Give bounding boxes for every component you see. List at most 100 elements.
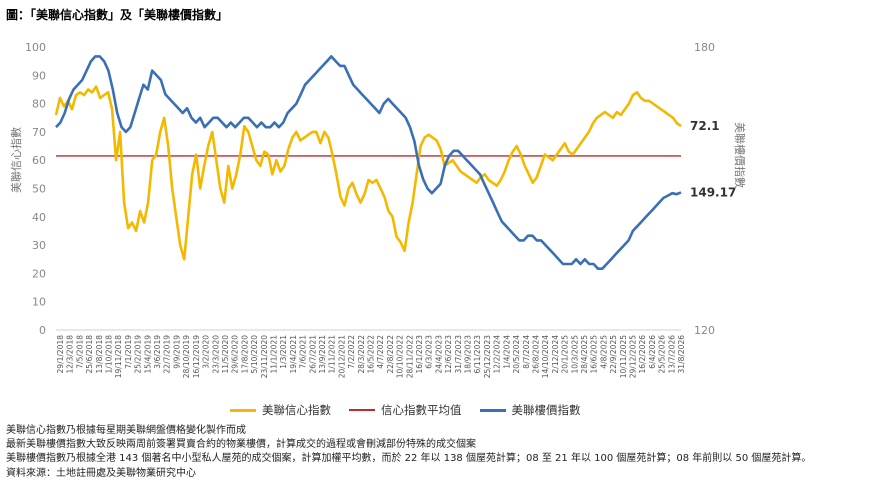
figure-title: 圖：「美聯信心指數」及「美聯樓價指數」: [6, 8, 229, 22]
left-axis-title: 美聯信心指數: [9, 127, 23, 193]
x-tick-label: 16/6/2025: [590, 335, 599, 374]
x-tick-label: 5/10/2020: [250, 335, 259, 374]
x-tick-label: 20/1/2025: [561, 335, 570, 374]
x-tick-label: 28/11/2022: [405, 335, 414, 378]
chart-legend: 美聯信心指數 信心指數平均值 美聯樓價指數: [230, 402, 581, 418]
x-tick-label: 23/3/2020: [211, 335, 220, 374]
x-tick-label: 25/6/2018: [85, 335, 94, 374]
legend-swatch-average: [349, 409, 375, 411]
footnote-line: 美聯信心指數乃根據每星期美聯網盤價格變化製作而成: [6, 425, 246, 436]
x-tick-label: 1/3/2021: [279, 335, 288, 369]
left-tick-label: 10: [32, 296, 46, 309]
x-tick-label: 3/6/2019: [153, 335, 162, 369]
x-tick-label: 28/3/2022: [357, 335, 366, 374]
legend-item-confidence: 美聯信心指數: [230, 402, 331, 418]
x-tick-label: 20/5/2024: [512, 335, 521, 374]
x-tick-label: 1/4/2024: [502, 335, 511, 369]
x-tick-label: 31/8/2026: [677, 335, 686, 374]
x-tick-label: 11/1/2021: [269, 335, 278, 374]
left-tick-label: 90: [32, 69, 46, 82]
x-tick-label: 13/9/2021: [318, 335, 327, 374]
x-tick-label: 22/8/2022: [386, 335, 395, 374]
x-tick-label: 22/7/2019: [163, 335, 172, 374]
x-tick-label: 12/6/2023: [444, 335, 453, 374]
left-tick-label: 80: [32, 98, 46, 111]
x-tick-label: 10/10/2022: [396, 335, 405, 378]
footnotes: 美聯信心指數乃根據每星期美聯網盤價格變化製作而成 最新美聯樓價指數大致反映兩周前…: [6, 424, 884, 481]
x-tick-label: 24/4/2023: [434, 335, 443, 374]
footnote-line: 最新美聯樓價指數大致反映兩周前簽署買賣合約的物業樓價，計算成交的過程或會刪減部份…: [6, 439, 476, 451]
x-tick-label: 7/5/2018: [75, 335, 84, 369]
legend-label-price: 美聯樓價指數: [511, 403, 581, 417]
x-tick-label: 19/4/2021: [289, 335, 298, 374]
x-tick-label: 10/11/2025: [619, 335, 628, 378]
left-axis-ticks: 0 10 20 30 40 50 60 70 80 90 100: [25, 41, 46, 337]
x-tick-label: 28/10/2019: [182, 335, 191, 378]
x-tick-label: 29/12/2025: [628, 335, 637, 378]
x-tick-label: 18/9/2023: [464, 335, 473, 374]
x-tick-label: 6/4/2026: [648, 335, 657, 369]
x-tick-label: 25/12/2023: [483, 335, 492, 378]
x-tick-label: 4/7/2022: [376, 335, 385, 369]
left-tick-label: 0: [39, 324, 46, 337]
confidence-series-line: [54, 85, 682, 261]
left-tick-label: 30: [32, 239, 46, 252]
x-tick-label: 16/5/2022: [367, 335, 376, 374]
x-tick-label: 6/11/2023: [473, 335, 482, 374]
x-tick-label: 31/7/2023: [454, 335, 463, 374]
x-tick-label: 1/10/2018: [105, 335, 114, 374]
legend-label-confidence: 美聯信心指數: [262, 403, 331, 417]
x-tick-label: 16/12/2019: [192, 335, 201, 378]
right-tick-label: 120: [694, 324, 715, 337]
x-tick-label: 8/7/2024: [522, 335, 531, 369]
x-tick-label: 13/8/2018: [95, 335, 104, 374]
x-tick-label: 3/2/2020: [202, 335, 211, 369]
x-tick-label: 12/3/2018: [66, 335, 75, 374]
left-tick-label: 20: [32, 267, 46, 280]
legend-swatch-price: [479, 408, 506, 412]
left-tick-label: 50: [32, 183, 46, 196]
x-tick-label: 20/12/2021: [337, 335, 346, 378]
left-tick-label: 70: [32, 126, 46, 139]
x-tick-label: 25/5/2026: [658, 335, 667, 374]
footnote-source: 資料來源：土地註冊處及美聯物業研究中心: [6, 467, 196, 479]
x-tick-label: 17/8/2020: [240, 335, 249, 374]
left-tick-label: 40: [32, 211, 46, 224]
x-tick-label: 6/3/2023: [425, 335, 434, 369]
right-axis-title: 美聯樓價指數: [733, 122, 747, 188]
x-tick-label: 15/4/2019: [143, 335, 152, 374]
left-tick-label: 60: [32, 154, 46, 167]
legend-item-average: 信心指數平均值: [349, 402, 462, 418]
x-tick-label: 9/9/2019: [172, 335, 181, 369]
x-tick-label: 4/8/2025: [599, 335, 608, 369]
legend-label-average: 信心指數平均值: [381, 403, 462, 417]
x-tick-label: 19/11/2018: [114, 335, 123, 378]
x-tick-label: 13/7/2026: [667, 335, 676, 374]
right-tick-label: 180: [694, 41, 715, 54]
left-tick-label: 100: [25, 41, 46, 54]
legend-item-price: 美聯樓價指數: [479, 402, 581, 418]
x-tick-label: 28/4/2025: [580, 335, 589, 374]
x-tick-label: 14/10/2024: [541, 335, 550, 378]
x-axis-ticks: 29/1/2018 12/3/2018 7/5/2018 25/6/2018 13/8/…: [56, 335, 686, 378]
x-tick-label: 7/6/2021: [299, 335, 308, 369]
x-tick-label: 2/12/2024: [551, 335, 560, 374]
x-tick-label: 7/2/2022: [347, 335, 356, 369]
price-last-value-label: 149.17: [690, 185, 736, 199]
x-tick-label: 12/2/2024: [493, 335, 502, 374]
legend-swatch-confidence: [230, 408, 256, 412]
x-tick-label: 25/2/2019: [134, 335, 143, 374]
x-tick-label: 23/11/2020: [260, 335, 269, 378]
x-tick-label: 22/9/2025: [609, 335, 618, 374]
x-tick-label: 16/1/2023: [415, 335, 424, 374]
x-tick-label: 29/6/2020: [231, 335, 240, 374]
x-tick-label: 7/1/2019: [124, 335, 133, 369]
x-tick-label: 10/3/2025: [570, 335, 579, 374]
footnote-line: 美聯樓價指數乃根據全港 143 個著名中小型私人屋苑的成交個案，計算加權平均數，…: [6, 453, 812, 465]
x-tick-label: 26/7/2021: [308, 335, 317, 374]
x-tick-label: 29/1/2018: [56, 335, 65, 374]
x-tick-label: 11/5/2020: [221, 335, 230, 374]
x-tick-label: 1/11/2021: [328, 335, 337, 374]
right-axis-ticks: 120 180: [694, 41, 715, 337]
